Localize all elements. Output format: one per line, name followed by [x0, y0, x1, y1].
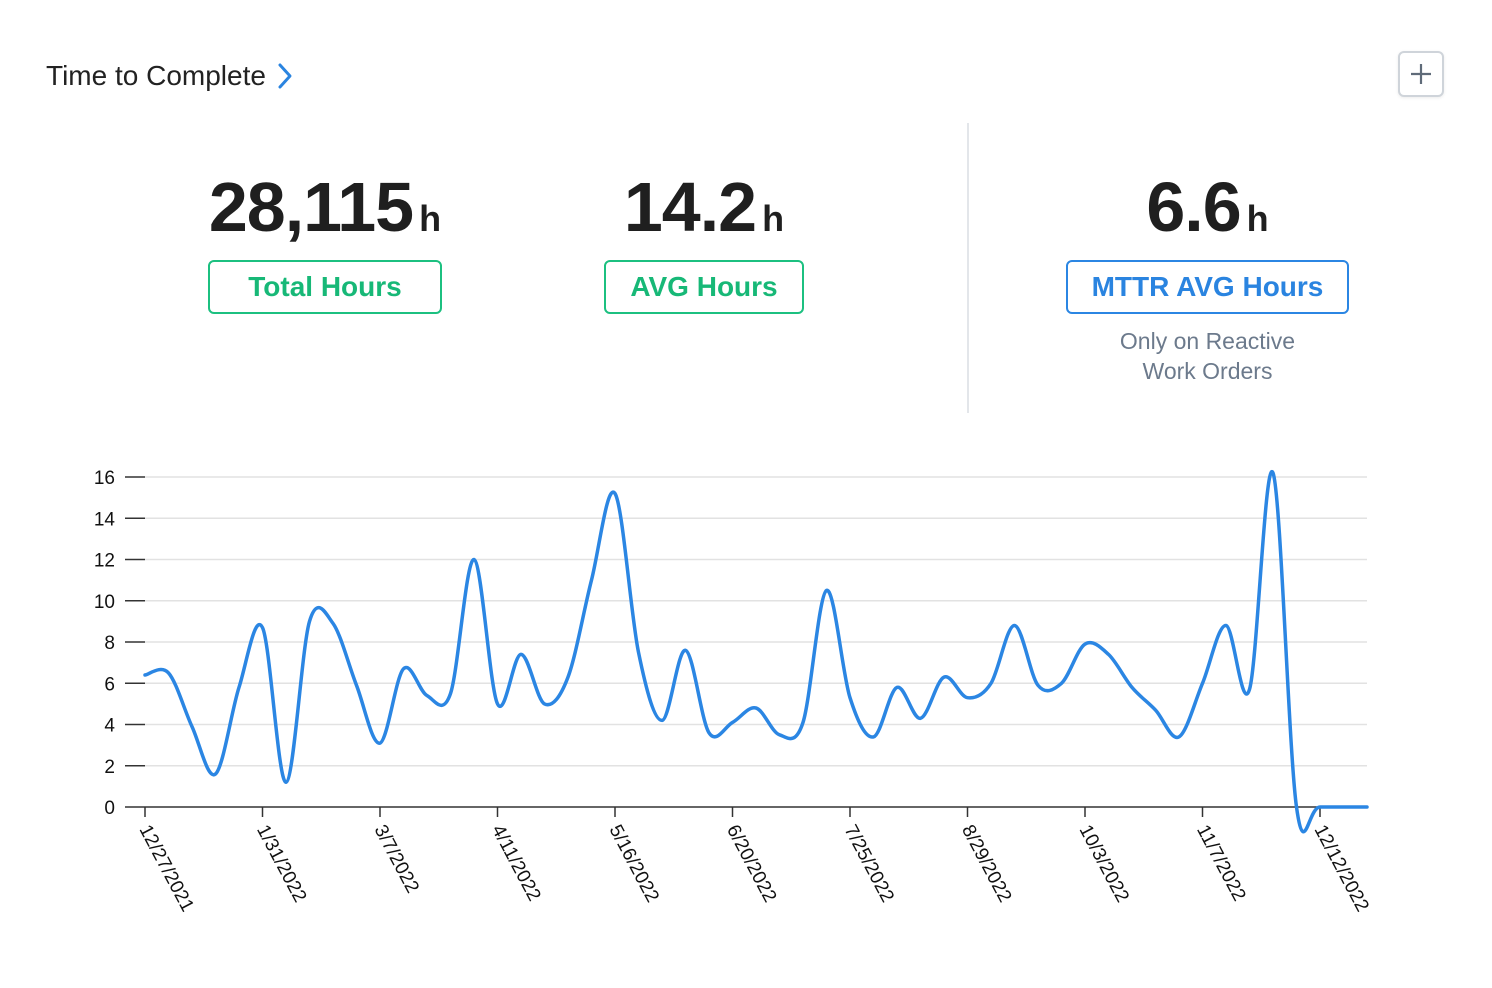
y-tick-label: 16 [94, 468, 115, 489]
mttr-avg-hours-unit: h [1246, 198, 1269, 239]
chevron-right-icon [278, 63, 292, 89]
chart-axes: 0 2 4 6 8 10 12 14 16 12/27/2021 1/31/2022 3/7/2022… [94, 468, 1373, 915]
y-tick-label: 6 [104, 674, 115, 695]
x-tick-label: 5/16/2022 [605, 821, 663, 905]
avg-hours-value: 14.2 [623, 168, 757, 246]
y-tick-label: 2 [104, 757, 115, 778]
avg-hours-value-wrap: 14.2 h [604, 172, 804, 242]
mttr-avg-hours-value: 6.6 [1146, 168, 1241, 246]
stats-divider [967, 123, 969, 413]
x-tick-label: 12/12/2022 [1310, 821, 1373, 915]
mttr-note-line-1: Only on Reactive [1119, 328, 1296, 354]
avg-hours-button[interactable]: AVG Hours [604, 260, 804, 314]
x-tick-label: 3/7/2022 [370, 821, 423, 896]
series-line [143, 469, 1369, 834]
chart-grid [145, 476, 1367, 767]
total-hours-unit: h [419, 198, 442, 239]
x-tick-label: 11/7/2022 [1192, 821, 1250, 904]
mttr-avg-hours-stat: 6.6 h MTTR AVG Hours Only on Reactive Wor… [1066, 172, 1349, 386]
y-tick-label: 14 [94, 509, 116, 530]
mttr-value-wrap: 6.6 h [1066, 172, 1349, 242]
plus-icon [1411, 64, 1431, 84]
section-title: Time to Complete [46, 60, 266, 91]
x-tick-label: 6/20/2022 [722, 821, 780, 905]
x-tick-label: 7/25/2022 [840, 821, 898, 905]
mttr-note-line-2: Work Orders [1142, 358, 1273, 384]
section-title-link[interactable]: Time to Complete [46, 56, 294, 96]
y-tick-label: 4 [104, 716, 115, 737]
y-tick-label: 12 [94, 551, 115, 572]
x-tick-label: 12/27/2021 [135, 821, 198, 915]
total-hours-button[interactable]: Total Hours [208, 260, 442, 314]
mttr-note: Only on Reactive Work Orders [1066, 326, 1349, 386]
time-to-complete-chart: 0 2 4 6 8 10 12 14 16 12/27/2021 1/31/2022 3/7/2022… [94, 468, 1373, 915]
x-tick-label: 1/31/2022 [252, 821, 310, 905]
chart-series [143, 469, 1369, 834]
mttr-avg-hours-button[interactable]: MTTR AVG Hours [1066, 260, 1349, 314]
avg-hours-stat: 14.2 h AVG Hours [604, 172, 804, 314]
y-tick-label: 8 [104, 633, 115, 654]
x-tick-label: 4/11/2022 [487, 821, 545, 904]
avg-hours-unit: h [762, 198, 785, 239]
total-hours-stat: 28,115 h Total Hours [208, 172, 442, 314]
add-button[interactable] [1398, 51, 1444, 97]
x-tick-label: 10/3/2022 [1075, 821, 1133, 905]
total-hours-value-wrap: 28,115 h [208, 172, 442, 242]
total-hours-value: 28,115 [208, 168, 414, 246]
y-tick-label: 10 [94, 592, 115, 613]
y-tick-label: 0 [104, 798, 115, 819]
x-tick-label: 8/29/2022 [957, 821, 1015, 905]
